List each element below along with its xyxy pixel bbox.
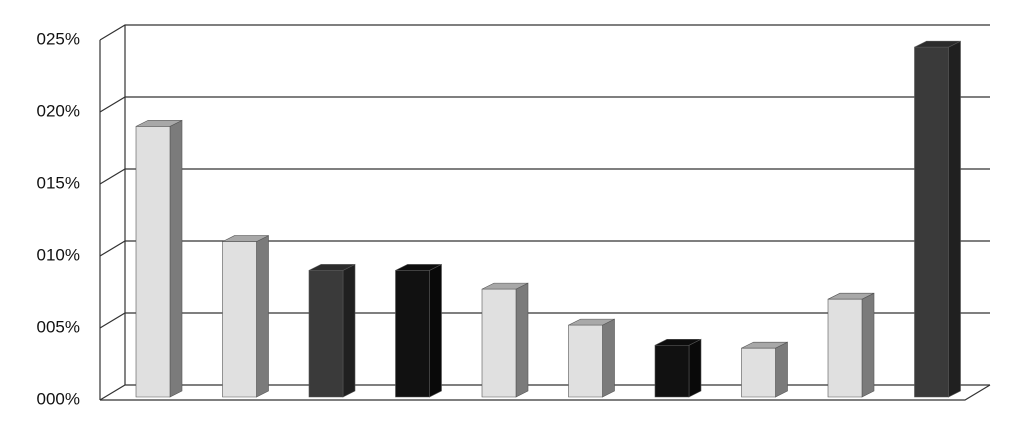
grid-line (99, 96, 990, 113)
bar (222, 235, 269, 398)
bar-front (308, 270, 344, 398)
bar-side (515, 282, 529, 398)
bar-side (861, 292, 875, 398)
bar-side (688, 338, 702, 398)
bar-side (948, 40, 961, 398)
bar-side (602, 318, 615, 398)
bar-side (775, 341, 788, 398)
y-tick-label: 005% (37, 317, 80, 336)
bar-front (481, 288, 517, 398)
bar (135, 119, 183, 398)
bar-front (395, 270, 430, 398)
bar-side (429, 263, 442, 398)
bar (827, 292, 875, 398)
y-tick-label: 015% (37, 173, 80, 192)
bar-front (222, 241, 257, 398)
grid-line (99, 168, 990, 185)
floor-edge (100, 384, 991, 401)
bar-front (654, 344, 690, 398)
bar (914, 40, 961, 398)
bar (481, 282, 529, 398)
bar-front (827, 298, 863, 398)
bar (395, 263, 442, 398)
y-tick-label: 010% (37, 245, 80, 264)
bar (308, 263, 356, 398)
bar-side (256, 235, 269, 398)
bar (568, 318, 615, 398)
y-tick-label: 000% (37, 389, 80, 408)
bar (654, 338, 702, 398)
y-tick-label: 020% (37, 101, 80, 120)
y-tick-label: 025% (37, 29, 80, 48)
bar-front (741, 347, 776, 398)
bar-front (135, 126, 171, 398)
bar-front (914, 46, 949, 398)
bar-side (169, 119, 183, 398)
bar-front (568, 324, 603, 398)
bar (741, 341, 788, 398)
grid-line (99, 24, 990, 41)
bar-side (342, 263, 356, 398)
